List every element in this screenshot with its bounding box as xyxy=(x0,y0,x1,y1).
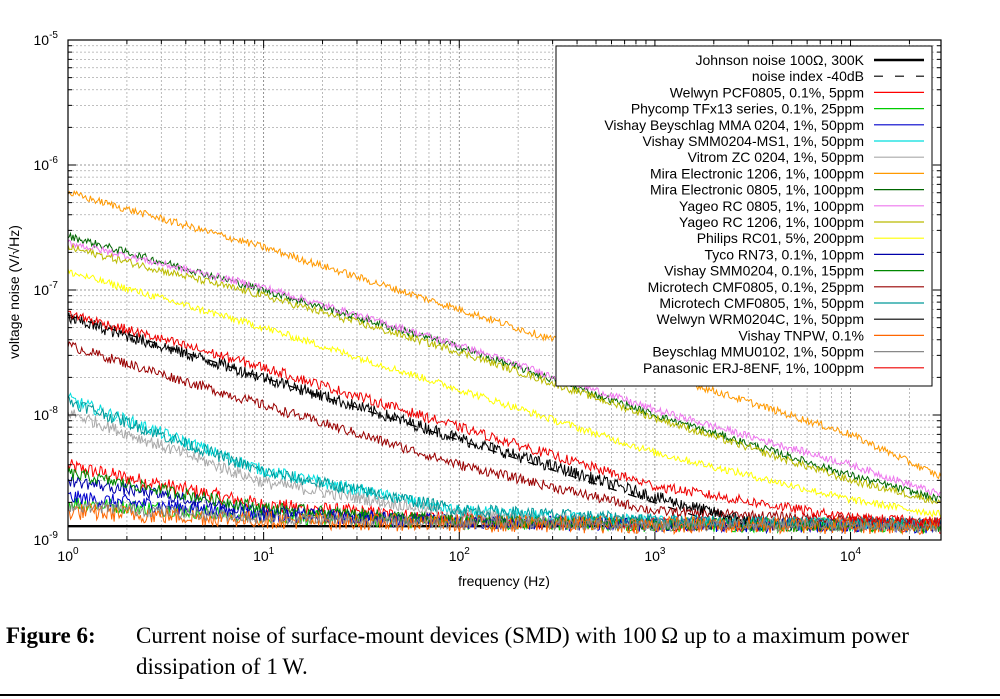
legend-entry-label: Vishay TNPW, 0.1% xyxy=(738,327,864,343)
series-line xyxy=(67,312,749,527)
series-line xyxy=(67,242,942,505)
x-tick-label: 100 xyxy=(57,546,79,564)
y-axis-label: voltage noise (V/√Hz) xyxy=(6,225,22,359)
plot-frame xyxy=(67,39,942,541)
legend-entry-label: Vitrom ZC 0204, 1%, 50ppm xyxy=(688,149,864,165)
bottom-rule xyxy=(0,694,1000,696)
y-tick-label: 10-7 xyxy=(34,280,59,298)
x-tick-label: 102 xyxy=(449,546,471,564)
series-line xyxy=(67,268,942,519)
series-line xyxy=(67,500,942,533)
legend-entry-label: Beyschlag MMU0102, 1%, 50ppm xyxy=(652,344,864,360)
series-line xyxy=(67,239,942,498)
x-tick-label: 103 xyxy=(644,546,666,564)
y-tick-label: 10-6 xyxy=(34,155,59,173)
legend-entry-label: Welwyn PCF0805, 0.1%, 5ppm xyxy=(670,84,864,100)
legend-entry-label: Welwyn WRM0204C, 1%, 50ppm xyxy=(657,311,864,327)
legend-entry-label: noise index -40dB xyxy=(752,68,864,84)
legend-entry-label: Panasonic ERJ-8ENF, 1%, 100ppm xyxy=(643,360,864,376)
legend-entry-label: Tyco RN73, 0.1%, 10ppm xyxy=(704,246,864,262)
legend-box xyxy=(555,45,933,387)
figure-label: Figure 6: xyxy=(6,623,96,648)
legend-entry-label: Yageo RC 1206, 1%, 100ppm xyxy=(679,214,864,230)
series-line xyxy=(67,189,942,480)
legend-entry-label: Yageo RC 0805, 1%, 100ppm xyxy=(679,198,864,214)
legend-entry-label: Vishay Beyschlag MMA 0204, 1%, 50ppm xyxy=(604,117,864,133)
x-tick-label: 104 xyxy=(840,546,862,564)
legend-entry-label: Mira Electronic 0805, 1%, 100ppm xyxy=(650,182,864,198)
series-line xyxy=(67,396,942,530)
series-line xyxy=(67,340,942,531)
series-line xyxy=(67,310,942,528)
x-axis-label: frequency (Hz) xyxy=(458,573,550,589)
caption-text: Current noise of surface-mount devices (… xyxy=(136,623,909,679)
legend-entry-label: Vishay SMM0204-MS1, 1%, 50ppm xyxy=(642,133,864,149)
y-tick-label: 10-8 xyxy=(34,405,59,423)
figure-caption: Figure 6: Current noise of surface-mount … xyxy=(6,620,986,682)
series-line xyxy=(67,314,714,523)
series-layer xyxy=(67,189,942,536)
y-tick-label: 10-9 xyxy=(34,530,59,548)
x-tick-label: 101 xyxy=(253,546,275,564)
legend-entry-label: Johnson noise 100Ω, 300K xyxy=(696,52,865,68)
legend-entry-label: Microtech CMF0805, 0.1%, 25ppm xyxy=(648,279,864,295)
legend-entry-label: Mira Electronic 1206, 1%, 100ppm xyxy=(650,165,864,181)
legend-entry-label: Phycomp TFx13 series, 0.1%, 25ppm xyxy=(631,101,864,117)
noise-chart: 100 101 102 103 104 10-9 10-8 10-7 10-6 10-5 freq… xyxy=(6,30,942,589)
legend-entry-label: Philips RC01, 5%, 200ppm xyxy=(697,230,864,246)
y-tick-label: 10-5 xyxy=(34,30,59,48)
tick-labels: 100 101 102 103 104 10-9 10-8 10-7 10-6 10-5 xyxy=(34,30,862,564)
legend-entry-label: Vishay SMM0204, 0.1%, 15ppm xyxy=(664,263,864,279)
legend-entry-label: Microtech CMF0805, 1%, 50ppm xyxy=(659,295,864,311)
